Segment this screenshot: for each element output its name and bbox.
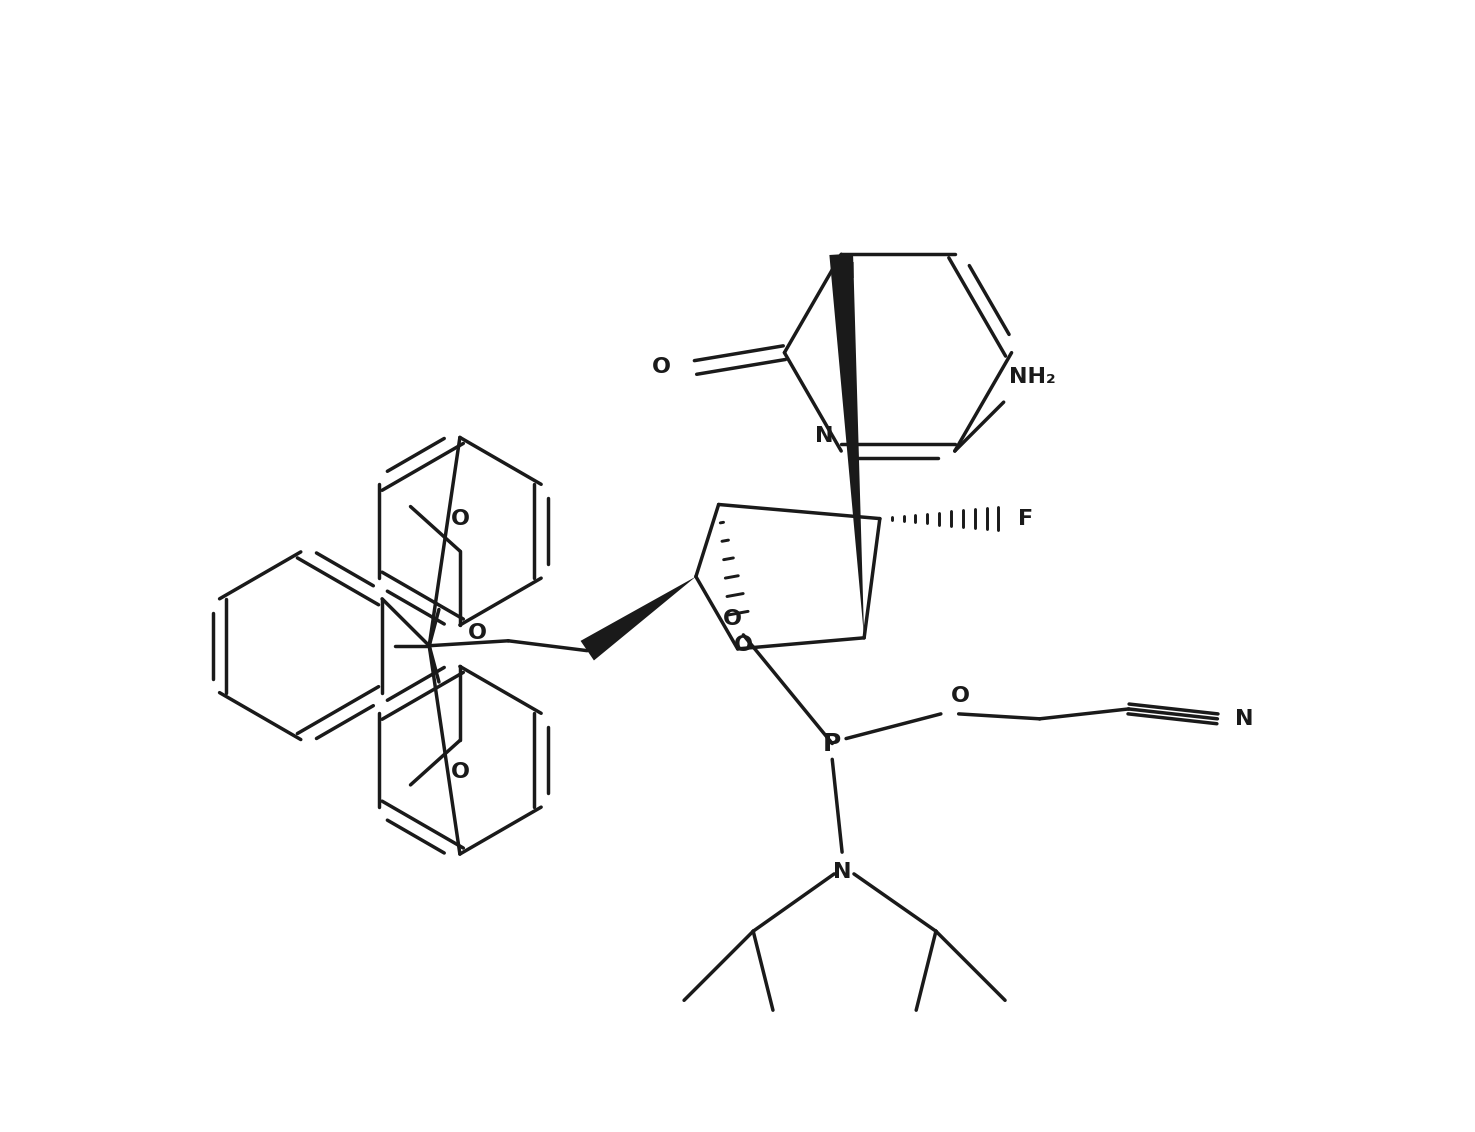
Text: F: F bbox=[1018, 508, 1034, 529]
Polygon shape bbox=[829, 254, 864, 637]
Text: N: N bbox=[833, 863, 851, 882]
Text: O: O bbox=[450, 762, 469, 782]
Text: O: O bbox=[723, 609, 742, 629]
Text: N: N bbox=[814, 426, 833, 446]
Polygon shape bbox=[581, 576, 696, 660]
Text: O: O bbox=[735, 635, 752, 655]
Text: O: O bbox=[951, 686, 969, 706]
Text: O: O bbox=[468, 623, 487, 643]
Text: NH₂: NH₂ bbox=[1009, 368, 1056, 387]
Text: O: O bbox=[652, 358, 671, 377]
Text: N: N bbox=[836, 263, 856, 282]
Text: O: O bbox=[450, 509, 469, 530]
Text: P: P bbox=[823, 731, 841, 755]
Text: N: N bbox=[1235, 709, 1254, 729]
